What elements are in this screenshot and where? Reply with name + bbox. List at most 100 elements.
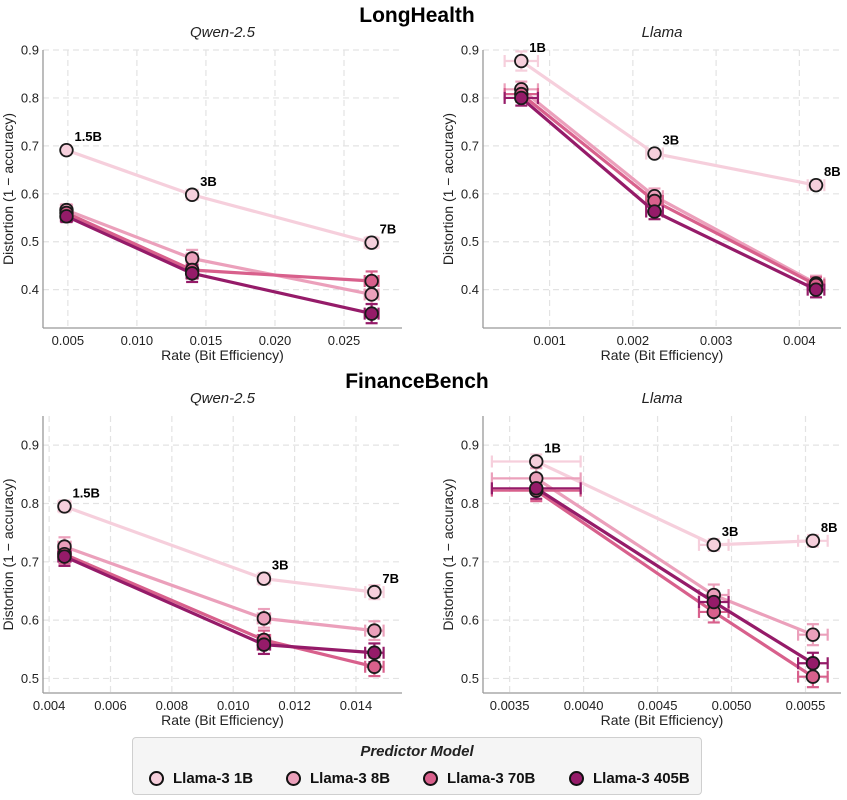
data-point-llama-3-1b	[364, 235, 379, 250]
y-tick-label: 0.9	[461, 43, 479, 58]
series-line-llama-3-70b	[64, 211, 374, 283]
data-point-llama-3-8b	[367, 623, 382, 638]
data-point-llama-3-405b	[256, 637, 272, 652]
data-point-llama-3-1b	[647, 146, 662, 161]
y-tick-label: 0.7	[21, 138, 39, 153]
point-label: 1B	[544, 440, 561, 455]
series-line-llama-3-8b	[534, 476, 815, 637]
data-point-llama-3-1b	[514, 53, 529, 69]
data-point-llama-3-1b	[184, 187, 200, 202]
point-label: 3B	[200, 174, 217, 189]
data-point-llama-3-1b	[367, 584, 382, 600]
point-label: 3B	[722, 524, 739, 539]
panel-title: Llama	[642, 24, 683, 41]
point-label: 8B	[821, 520, 838, 535]
point-label: 3B	[663, 133, 680, 148]
x-tick-label: 0.0035	[490, 698, 530, 713]
legend-marker-llama3-405b	[569, 770, 584, 786]
point-label: 3B	[272, 558, 289, 573]
x-tick-label: 0.010	[217, 698, 250, 713]
panel-longhealth-qwen: 0.005 0.010 0.015 0.020 0.025 0.4 0.5 0.6 0.7 0.8…	[0, 24, 402, 363]
data-point-llama-3-405b	[514, 90, 529, 106]
x-tick-label: 0.008	[156, 698, 189, 713]
x-axis-label: Rate (Bit Efficiency)	[601, 347, 724, 363]
point-label: 7B	[380, 222, 397, 237]
legend-label-llama3-8b: Llama-3 8B	[310, 769, 391, 787]
data-point-llama-3-70b	[805, 669, 821, 684]
data-point-llama-3-70b	[364, 273, 379, 289]
data-point-llama-3-405b	[647, 204, 662, 219]
series-line-llama-3-8b	[519, 87, 818, 286]
panel-financebench-qwen: 0.004 0.006 0.008 0.010 0.012 0.014 0.5 0.6 0.7 0…	[0, 390, 402, 728]
panel-longhealth-llama: 0.001 0.002 0.003 0.004 0.4 0.5 0.6 0.7 0.8 0.9 Ll…	[440, 24, 841, 363]
legend-item-llama3-405b: Llama-3 405B	[569, 767, 690, 789]
y-tick-label: 0.6	[461, 186, 479, 201]
y-tick-label: 0.4	[461, 282, 479, 297]
y-tick-label: 0.8	[21, 90, 39, 105]
x-tick-label: 0.0040	[564, 698, 604, 713]
y-tick-label: 0.9	[21, 438, 39, 453]
x-tick-label: 0.006	[94, 698, 127, 713]
x-tick-label: 0.002	[617, 333, 650, 348]
series-line-llama-3-405b	[534, 486, 815, 665]
series-line-llama-3-70b	[519, 92, 818, 287]
x-axis-label: Rate (Bit Efficiency)	[161, 347, 284, 363]
data-point-llama-3-405b	[57, 549, 72, 564]
x-tick-label: 0.014	[340, 698, 373, 713]
point-label: 8B	[824, 164, 841, 179]
data-point-llama-3-405b	[367, 645, 382, 660]
section-title-longhealth: LongHealth	[359, 4, 475, 27]
y-axis-label: Distortion (1 − accuracy)	[0, 478, 16, 630]
x-tick-label: 0.005	[52, 333, 85, 348]
x-tick-label: 0.0050	[712, 698, 752, 713]
legend-marker-llama3-8b	[286, 770, 301, 786]
y-tick-label: 0.6	[461, 613, 479, 628]
y-axis-label: Distortion (1 − accuracy)	[0, 113, 16, 265]
data-point-llama-3-1b	[808, 177, 824, 193]
x-tick-label: 0.0055	[786, 698, 826, 713]
panel-title: Qwen-2.5	[190, 24, 256, 41]
y-tick-label: 0.5	[21, 234, 39, 249]
x-tick-label: 0.0045	[638, 698, 678, 713]
panel-financebench-llama: 0.0035 0.0040 0.0045 0.0050 0.0055 0.5 0.6 0.7 0…	[440, 390, 841, 728]
data-point-llama-3-8b	[256, 611, 272, 626]
legend-marker-llama3-70b	[423, 770, 438, 786]
data-point-llama-3-405b	[808, 282, 824, 297]
y-tick-label: 0.5	[461, 671, 479, 686]
data-point-llama-3-1b	[805, 533, 821, 548]
y-tick-label: 0.8	[21, 496, 39, 511]
legend-label-llama3-1b: Llama-3 1B	[173, 769, 254, 787]
data-point-llama-3-8b	[364, 287, 379, 302]
data-point-llama-3-405b	[59, 209, 74, 224]
data-point-llama-3-1b	[59, 142, 74, 158]
y-axis-label: Distortion (1 − accuracy)	[440, 478, 456, 630]
y-tick-label: 0.7	[461, 554, 479, 569]
x-tick-label: 0.004	[33, 698, 66, 713]
x-tick-label: 0.012	[278, 698, 311, 713]
x-axis-label: Rate (Bit Efficiency)	[601, 712, 724, 728]
legend-item-llama3-1b: Llama-3 1B	[149, 767, 253, 789]
y-tick-label: 0.8	[461, 496, 479, 511]
y-tick-label: 0.7	[461, 138, 479, 153]
x-tick-label: 0.010	[121, 333, 154, 348]
data-point-llama-3-405b	[364, 306, 379, 321]
x-axis-label: Rate (Bit Efficiency)	[161, 712, 284, 728]
y-axis-label: Distortion (1 − accuracy)	[440, 113, 456, 265]
x-tick-label: 0.004	[783, 333, 816, 348]
x-tick-label: 0.020	[259, 333, 292, 348]
y-tick-label: 0.5	[21, 671, 39, 686]
x-tick-label: 0.001	[533, 333, 566, 348]
x-tick-label: 0.003	[700, 333, 733, 348]
legend-label-llama3-70b: Llama-3 70B	[447, 769, 536, 787]
data-point-llama-3-8b	[805, 627, 821, 642]
y-tick-label: 0.6	[21, 613, 39, 628]
point-label: 1.5B	[74, 129, 101, 144]
data-point-llama-3-405b	[706, 594, 721, 610]
series-line-llama-3-8b	[64, 208, 374, 297]
series-line-llama-3-70b	[534, 489, 815, 679]
data-point-llama-3-1b	[706, 537, 721, 553]
data-point-llama-3-1b	[529, 454, 544, 469]
data-point-llama-3-405b	[184, 266, 200, 281]
data-point-llama-3-405b	[529, 481, 544, 496]
